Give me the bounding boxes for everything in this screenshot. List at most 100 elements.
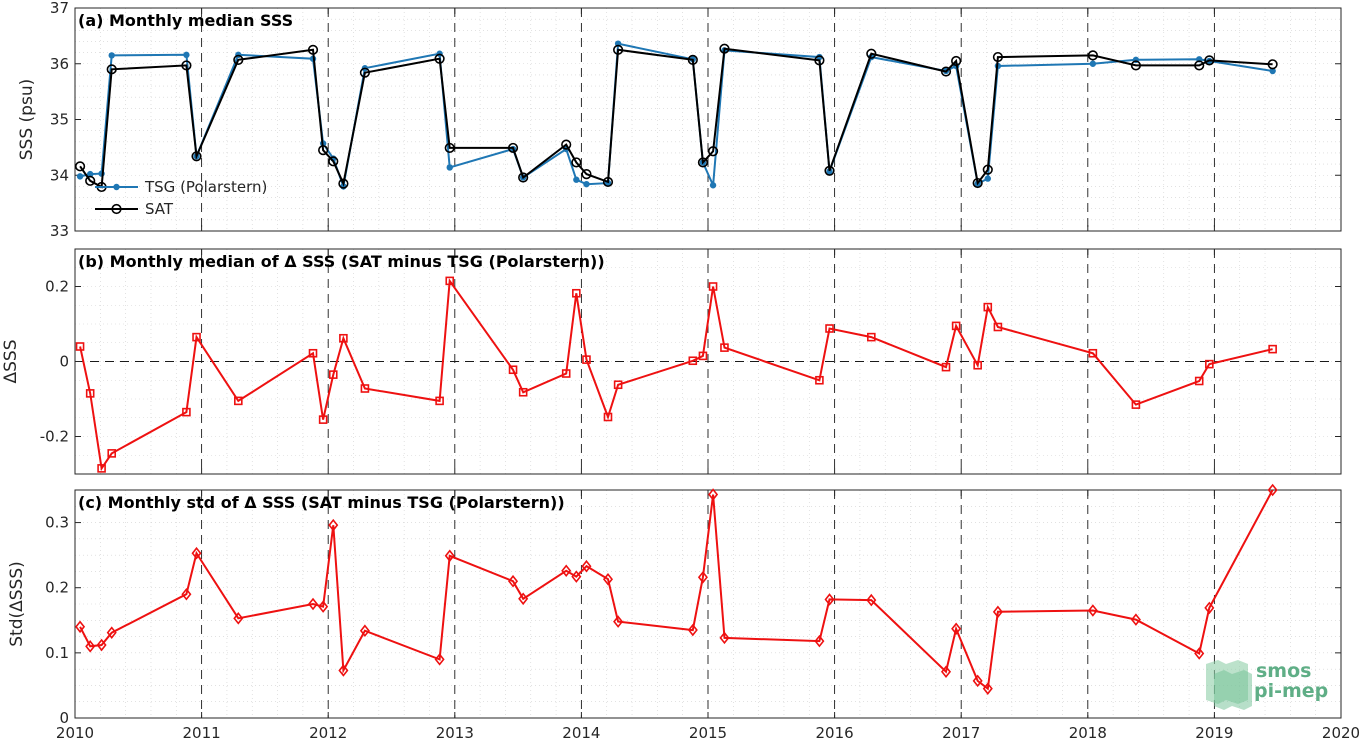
- std-delta-point: [571, 570, 582, 583]
- sat-point: [106, 64, 117, 75]
- std-delta-point: [233, 612, 244, 625]
- std-delta-point: [191, 546, 202, 560]
- tsg-point: [1089, 60, 1097, 67]
- sat-point: [613, 44, 624, 55]
- median-delta-point: [445, 276, 455, 286]
- std-delta-point: [508, 574, 519, 588]
- sat-point: [940, 66, 952, 77]
- median-delta-point: [603, 412, 613, 422]
- std-delta-point: [697, 571, 708, 584]
- std-delta-point: [824, 593, 835, 606]
- legend: TSG (Polarstern) SAT: [95, 178, 267, 218]
- std-delta-point: [106, 626, 117, 639]
- std-delta-point: [992, 605, 1003, 619]
- sat-series-line: [79, 47, 1273, 189]
- tsg-point: [86, 170, 94, 178]
- smos-pi-mep-logo: smos pi-mep: [1206, 660, 1328, 710]
- sat-point: [1267, 59, 1278, 70]
- sat-point: [85, 175, 96, 186]
- std-delta-point: [85, 640, 96, 653]
- median-delta-point: [435, 396, 444, 406]
- sat-point: [518, 172, 529, 183]
- sat-point: [992, 51, 1004, 63]
- std-delta-point: [708, 488, 719, 501]
- std-delta-point: [602, 572, 614, 586]
- y-tick-label: 0: [59, 353, 69, 371]
- sat-point: [359, 67, 371, 78]
- median-delta-point: [708, 282, 718, 291]
- std-delta-point: [1194, 647, 1205, 660]
- x-tick-label: 2020: [1322, 724, 1360, 742]
- sat-point: [581, 169, 592, 180]
- y-tick-label: 35: [50, 111, 69, 129]
- median-delta-point: [561, 369, 571, 378]
- tsg-point: [108, 52, 115, 59]
- y-axis-label: Std(ΔSSS): [7, 561, 27, 647]
- median-delta-point: [192, 332, 201, 342]
- median-delta-point: [360, 384, 370, 393]
- logo-text-line2: pi-mep: [1254, 680, 1328, 702]
- sat-point: [972, 177, 983, 189]
- tsg-point: [709, 182, 717, 189]
- sat-point: [824, 165, 835, 176]
- legend-tsg-label: TSG (Polarstern): [144, 178, 267, 196]
- std-delta-point: [444, 549, 455, 563]
- panel-delta: -0.2 0 0.2 ΔSSS (b) Monthly median of Δ SSS …: [1, 248, 1342, 475]
- y-tick-label: 37: [50, 0, 69, 17]
- y-tick-label: 0: [59, 709, 69, 727]
- median-delta-point: [582, 355, 591, 364]
- median-delta-point: [328, 370, 338, 379]
- tsg-point: [816, 53, 823, 61]
- x-tick-label: 2017: [942, 724, 980, 742]
- x-tick-label: 2015: [689, 724, 727, 742]
- median-delta-point: [1268, 344, 1277, 354]
- sat-point: [507, 142, 519, 154]
- sat-point: [697, 157, 709, 168]
- map-fold-shadow-icon: [1214, 670, 1252, 710]
- median-delta-point: [1205, 359, 1214, 369]
- sat-point: [814, 55, 825, 66]
- x-tick-label: 2016: [816, 724, 854, 742]
- sat-point: [571, 157, 582, 168]
- sat-point: [318, 145, 329, 156]
- sat-point: [74, 161, 86, 172]
- tsg-point: [583, 180, 590, 188]
- x-tick-label: 2019: [1195, 724, 1233, 742]
- median-delta-point: [508, 365, 518, 375]
- median-delta-point: [815, 375, 824, 385]
- median-delta-point: [308, 348, 318, 358]
- median-delta-point: [234, 396, 243, 406]
- x-tick-label: 2013: [436, 724, 474, 742]
- std-delta-point: [434, 653, 445, 666]
- median-delta-point: [339, 333, 348, 343]
- median-delta-point: [1194, 376, 1204, 386]
- sat-point: [719, 43, 730, 54]
- x-tick-label: 2018: [1069, 724, 1107, 742]
- tsg-point: [826, 168, 833, 175]
- sat-point: [1204, 55, 1215, 66]
- median-delta-point: [993, 322, 1003, 332]
- x-tick-label: 2010: [56, 724, 94, 742]
- median-delta-point: [85, 389, 95, 398]
- x-tick-label: 2014: [562, 724, 600, 742]
- median-delta-point: [973, 360, 982, 370]
- sat-point: [687, 54, 698, 65]
- sat-point: [951, 55, 962, 67]
- std-delta-point: [338, 664, 349, 677]
- median-delta-point: [867, 332, 876, 342]
- sat-point: [1130, 60, 1142, 71]
- tsg-point: [183, 51, 190, 59]
- tsg-point: [573, 176, 580, 183]
- y-axis-label: ΔSSS: [1, 339, 21, 383]
- std-delta-point: [75, 620, 86, 634]
- y-tick-label: 36: [50, 55, 69, 73]
- std-delta-point: [972, 674, 983, 688]
- y-tick-label: -0.2: [40, 428, 69, 446]
- y-tick-label: 33: [50, 222, 69, 240]
- y-tick-label: 0.3: [45, 514, 69, 532]
- std-delta-point: [1204, 601, 1215, 615]
- logo-text-line1: smos: [1256, 660, 1311, 682]
- sat-point: [181, 60, 192, 71]
- sat-point: [707, 146, 719, 157]
